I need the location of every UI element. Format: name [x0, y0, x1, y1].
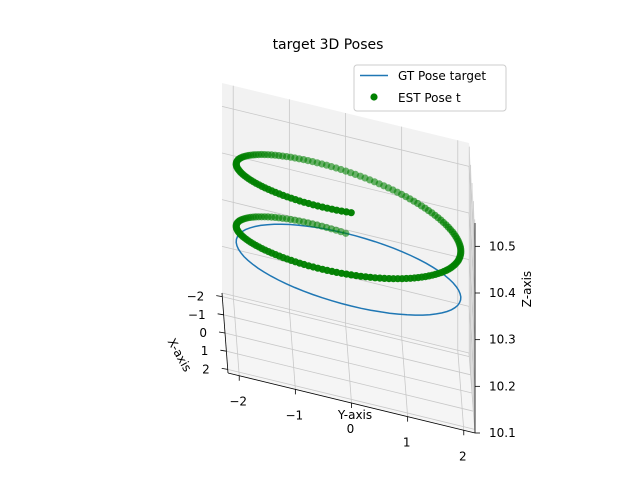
- back-grid-horizontal: [221, 152, 470, 214]
- back-grid-horizontal: [221, 199, 470, 261]
- x-tick-label: 1: [201, 344, 209, 358]
- legend: GT Pose target EST Pose t: [353, 64, 507, 112]
- y-tick-label: −2: [229, 395, 247, 409]
- z-tick-labels: 10.1 10.2 10.3 10.4 10.5: [489, 239, 516, 440]
- y-tick-label: 0: [347, 422, 355, 436]
- floor-grid-x: [227, 368, 475, 430]
- back-grid-horizontal: [221, 292, 470, 354]
- floor-grid-y: [345, 322, 352, 404]
- axis-lines: [216, 223, 480, 436]
- legend-gt-label: GT Pose target: [398, 69, 486, 83]
- y-axis-label: Y-axis: [337, 408, 372, 422]
- x-tick-label: −1: [188, 308, 206, 322]
- y-tick-label: 1: [403, 436, 411, 450]
- z-tick-label: 10.1: [489, 426, 516, 440]
- z-tick-label: 10.5: [489, 239, 516, 253]
- side-grid-horizontal: [468, 306, 476, 387]
- z-axis-label: Z-axis: [520, 271, 534, 307]
- legend-est-label: EST Pose t: [398, 91, 461, 105]
- side-grid-horizontal: [468, 166, 476, 247]
- y-tick-labels: −2 −1 0 1 2: [229, 395, 466, 464]
- x-tick: [217, 313, 224, 316]
- est-pose-points: [232, 150, 465, 283]
- grid-lines: [221, 85, 476, 434]
- x-tick: [220, 349, 227, 352]
- chart-title: target 3D Poses: [273, 37, 384, 53]
- z-tick-label: 10.4: [489, 286, 516, 300]
- back-grid-horizontal: [221, 105, 470, 167]
- floor-grid-x: [226, 350, 474, 412]
- side-grid-horizontal: [468, 212, 476, 294]
- y-tick-label: 2: [459, 449, 467, 463]
- z-tick-label: 10.2: [489, 379, 516, 393]
- x-tick-label: −2: [187, 290, 205, 304]
- x-tick: [221, 367, 228, 370]
- floor-grid-y: [457, 350, 465, 431]
- x-tick-labels: −2 −1 0 1 2: [187, 290, 210, 377]
- side-grid-horizontal: [468, 352, 476, 434]
- x-tick: [216, 295, 223, 298]
- floor-grid-y: [401, 336, 409, 417]
- side-grid-horizontal: [468, 259, 476, 340]
- x-tick: [218, 331, 226, 334]
- legend-frame: [353, 64, 507, 112]
- legend-est-swatch: [370, 93, 378, 101]
- est-pose-point: [347, 209, 355, 217]
- y-tick-label: −1: [286, 408, 304, 422]
- z-tick-label: 10.3: [489, 333, 516, 347]
- x-tick-label: 2: [202, 362, 210, 376]
- x-tick-label: 0: [199, 326, 207, 340]
